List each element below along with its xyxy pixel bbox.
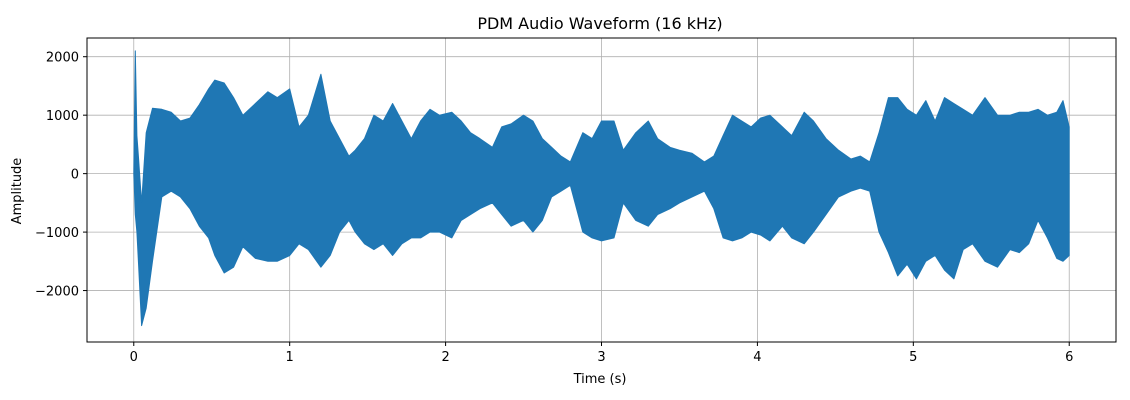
x-tick-label: 3 <box>597 350 605 365</box>
x-tick-label: 2 <box>441 350 449 365</box>
y-tick-label: 0 <box>71 168 79 183</box>
x-tick-label: 0 <box>130 350 138 365</box>
y-tick-label: −1000 <box>35 226 79 241</box>
waveform-series <box>133 50 1070 327</box>
x-tick-label: 6 <box>1065 350 1073 365</box>
axis-ticks: 0 1 2 3 4 5 6 −2000 −1000 0 1000 2000 <box>35 51 1073 365</box>
y-tick-label: 2000 <box>46 51 79 66</box>
series-layer <box>133 50 1070 327</box>
x-tick-label: 5 <box>909 350 917 365</box>
x-axis-label: Time (s) <box>573 372 627 387</box>
x-tick-label: 1 <box>286 350 294 365</box>
chart-title: PDM Audio Waveform (16 kHz) <box>477 14 722 33</box>
x-tick-label: 4 <box>753 350 761 365</box>
y-axis-label: Amplitude <box>10 158 25 225</box>
y-tick-label: −2000 <box>35 285 79 300</box>
y-tick-label: 1000 <box>46 109 79 124</box>
